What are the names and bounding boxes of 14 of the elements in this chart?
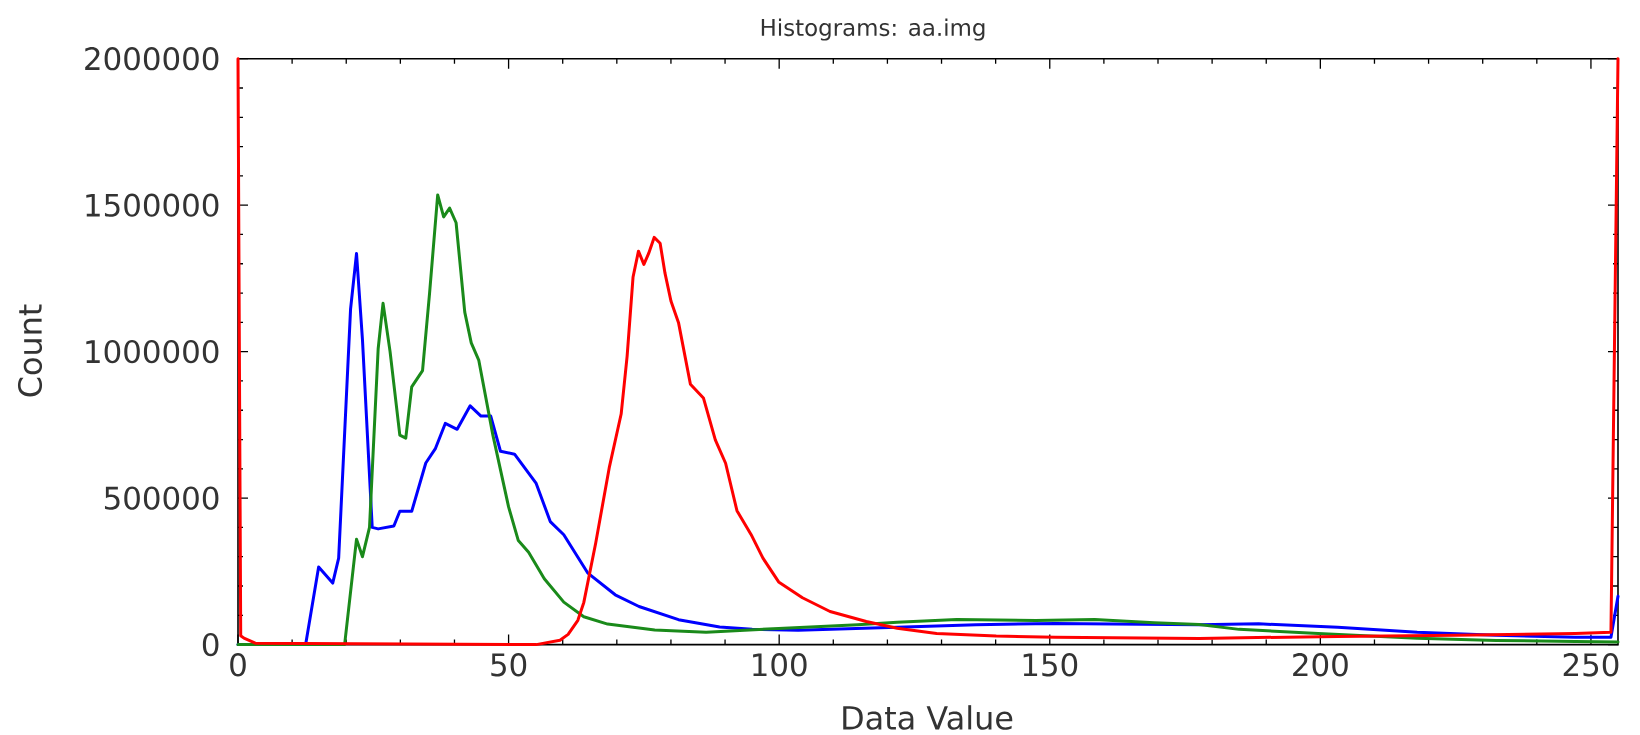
x-tick-label: 100 (753, 653, 807, 677)
y-axis-title: Count (17, 304, 43, 397)
x-tick-label: 150 (1023, 653, 1078, 677)
y-tick-label: 500000 (104, 486, 219, 510)
x-axis-title: Data Value (843, 705, 1013, 730)
y-tick-label: 0 (202, 632, 219, 657)
y-tick-label: 2000000 (85, 47, 219, 71)
y-tick-label: 1500000 (86, 193, 219, 217)
x-tick-label: 0 (230, 653, 246, 677)
x-tick-label: 50 (491, 653, 527, 677)
y-tick-label: 1000000 (86, 339, 219, 364)
chart-title: Histograms: aa.img (761, 18, 985, 41)
x-tick-label: 250 (1563, 653, 1619, 677)
x-tick-label: 200 (1293, 653, 1348, 677)
